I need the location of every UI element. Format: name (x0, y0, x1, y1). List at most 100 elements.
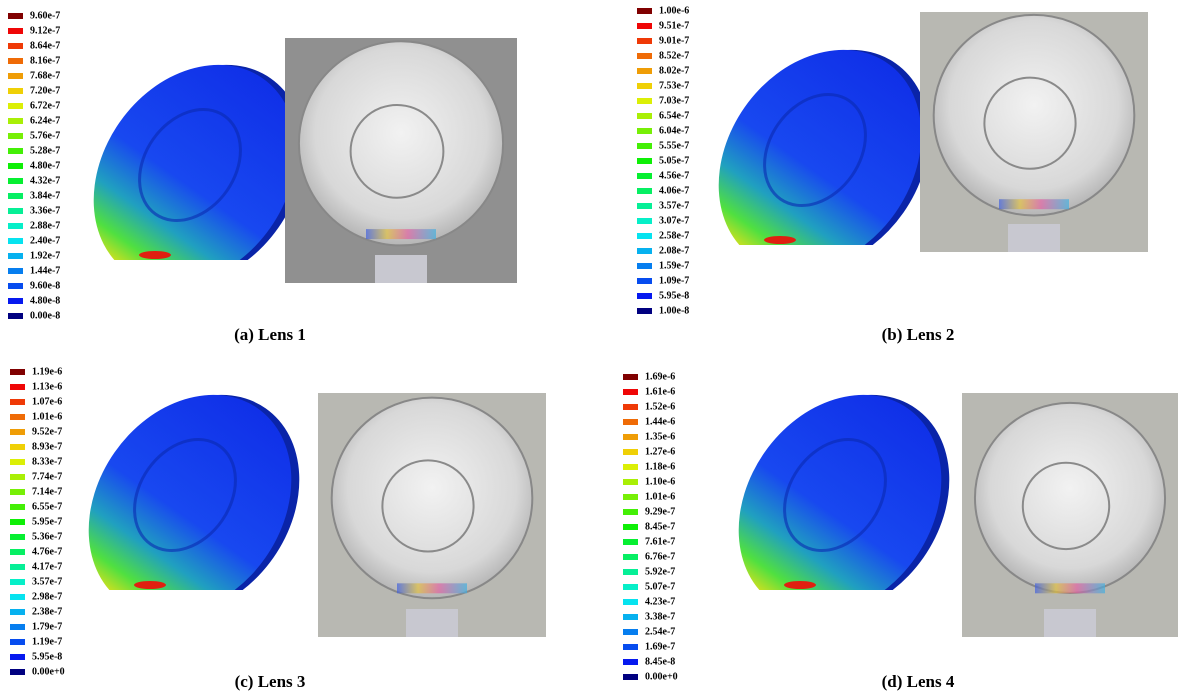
legend-swatch (8, 178, 23, 184)
legend-swatch (8, 223, 23, 229)
legend-swatch (10, 609, 25, 615)
legend-swatch (623, 389, 638, 395)
legend-label: 7.20e-7 (30, 85, 60, 96)
legend-label: 8.02e-7 (659, 65, 689, 76)
legend-swatch (10, 594, 25, 600)
legend-swatch (637, 263, 652, 269)
legend-label: 4.06e-7 (659, 185, 689, 196)
legend-label: 1.52e-6 (645, 401, 675, 412)
legend-label: 4.17e-7 (32, 561, 62, 572)
legend-swatch (637, 233, 652, 239)
stress-spot (139, 251, 171, 259)
legend-label: 4.76e-7 (32, 546, 62, 557)
legend-label: 2.40e-7 (30, 235, 60, 246)
legend-label: 1.35e-6 (645, 431, 675, 442)
legend-label: 5.95e-8 (659, 290, 689, 301)
legend-label: 3.36e-7 (30, 205, 60, 216)
legend-label: 5.76e-7 (30, 130, 60, 141)
legend-swatch (10, 624, 25, 630)
legend-swatch (637, 98, 652, 104)
legend-swatch (637, 308, 652, 314)
legend-label: 2.38e-7 (32, 606, 62, 617)
legend-label: 5.07e-7 (645, 581, 675, 592)
legend-swatch (10, 564, 25, 570)
legend-label: 6.04e-7 (659, 125, 689, 136)
legend-swatch (623, 404, 638, 410)
simulated-lens (47, 356, 341, 655)
legend-label: 6.24e-7 (30, 115, 60, 126)
legend-label: 7.61e-7 (645, 536, 675, 547)
legend-label: 1.01e-6 (645, 491, 675, 502)
legend-swatch (8, 283, 23, 289)
legend-label: 4.80e-8 (30, 295, 60, 306)
legend-swatch (637, 38, 652, 44)
legend-label: 1.61e-6 (645, 386, 675, 397)
legend-swatch (10, 519, 25, 525)
legend-label: 3.57e-7 (32, 576, 62, 587)
legend-swatch (623, 659, 638, 665)
stress-spot (784, 581, 816, 589)
legend-label: 8.16e-7 (30, 55, 60, 66)
legend-label: 1.92e-7 (30, 250, 60, 261)
legend-label: 9.60e-7 (30, 10, 60, 21)
legend-swatch (637, 218, 652, 224)
legend-swatch (8, 268, 23, 274)
photo-gate (1008, 224, 1060, 252)
legend-swatch (8, 193, 23, 199)
legend-label: 1.44e-6 (645, 416, 675, 427)
caption: (b) Lens 2 (882, 325, 955, 344)
legend-swatch (10, 579, 25, 585)
legend-label: 9.29e-7 (645, 506, 675, 517)
legend-swatch (637, 188, 652, 194)
legend-label: 1.59e-7 (659, 260, 689, 271)
legend-label: 8.93e-7 (32, 441, 62, 452)
photo (318, 393, 546, 637)
photo-fringe (397, 583, 467, 593)
legend-swatch (623, 614, 638, 620)
legend-label: 1.69e-7 (645, 641, 675, 652)
legend-label: 1.13e-6 (32, 381, 62, 392)
legend-swatch (8, 208, 23, 214)
photo-gate (406, 609, 458, 637)
photo-lens (975, 403, 1165, 593)
legend-swatch (8, 148, 23, 154)
legend-label: 5.92e-7 (645, 566, 675, 577)
legend-swatch (623, 464, 638, 470)
legend-label: 8.52e-7 (659, 50, 689, 61)
legend-swatch (637, 113, 652, 119)
legend-swatch (637, 173, 652, 179)
legend-label: 1.00e-6 (659, 5, 689, 16)
legend-label: 1.69e-6 (645, 371, 675, 382)
stress-spot (764, 236, 796, 244)
legend-swatch (623, 509, 638, 515)
legend-swatch (623, 374, 638, 380)
caption: (a) Lens 1 (234, 325, 306, 344)
legend-label: 0.00e+0 (645, 671, 678, 682)
panel: 1.19e-61.13e-61.07e-61.01e-69.52e-78.93e… (10, 356, 546, 691)
legend-swatch (8, 58, 23, 64)
legend-label: 1.79e-7 (32, 621, 62, 632)
legend-label: 2.88e-7 (30, 220, 60, 231)
legend-label: 1.10e-6 (645, 476, 675, 487)
legend-label: 5.36e-7 (32, 531, 62, 542)
legend-swatch (10, 474, 25, 480)
panel: 1.69e-61.61e-61.52e-61.44e-61.35e-61.27e… (623, 356, 1178, 691)
legend-label: 1.01e-6 (32, 411, 62, 422)
legend-label: 8.33e-7 (32, 456, 62, 467)
legend-swatch (10, 414, 25, 420)
legend-label: 5.95e-7 (32, 516, 62, 527)
legend-label: 6.54e-7 (659, 110, 689, 121)
legend-label: 3.84e-7 (30, 190, 60, 201)
legend-label: 4.80e-7 (30, 160, 60, 171)
legend-swatch (8, 118, 23, 124)
legend-swatch (637, 53, 652, 59)
legend-swatch (623, 554, 638, 560)
legend-swatch (8, 253, 23, 259)
legend-swatch (623, 584, 638, 590)
legend-label: 5.28e-7 (30, 145, 60, 156)
legend-label: 8.64e-7 (30, 40, 60, 51)
legend-swatch (8, 238, 23, 244)
legend-swatch (10, 639, 25, 645)
legend-swatch (623, 419, 638, 425)
legend-label: 5.05e-7 (659, 155, 689, 166)
